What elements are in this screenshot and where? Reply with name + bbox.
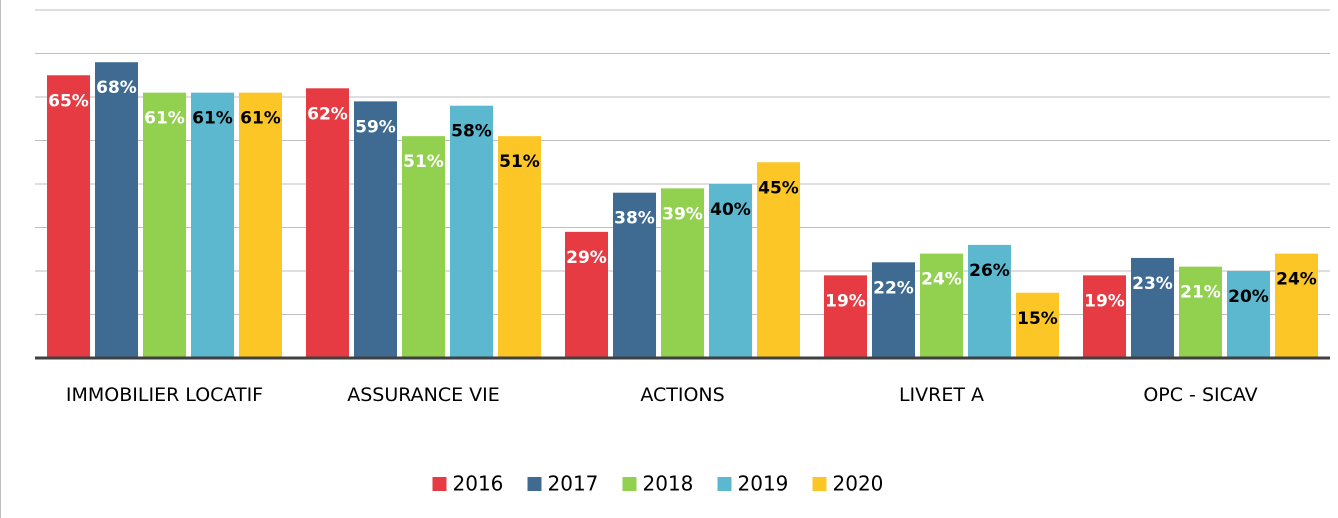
value-label: 51%	[403, 152, 444, 172]
bar	[450, 105, 493, 358]
bar	[565, 231, 608, 358]
value-label: 45%	[758, 178, 799, 198]
bar	[354, 101, 397, 358]
bar	[709, 184, 752, 358]
x-tick-label: IMMOBILIER LOCATIF	[65, 384, 264, 406]
x-tick-label: ASSURANCE VIE	[347, 384, 500, 406]
bar	[191, 92, 234, 359]
legend-swatch	[527, 477, 542, 491]
x-tick-label: ACTIONS	[640, 384, 725, 406]
bar	[968, 244, 1011, 358]
bar	[872, 262, 915, 358]
value-label: 20%	[1228, 287, 1269, 307]
value-label: 68%	[96, 78, 137, 98]
legend-label: 2017	[548, 472, 599, 496]
value-label: 61%	[240, 109, 281, 129]
bar	[47, 75, 90, 358]
value-label: 61%	[144, 109, 185, 129]
bar	[1016, 292, 1059, 358]
value-label: 62%	[307, 104, 348, 124]
value-label: 22%	[873, 278, 914, 298]
value-label: 59%	[355, 117, 396, 137]
value-label: 29%	[566, 248, 607, 268]
bar	[1227, 271, 1270, 358]
legend-swatch	[432, 477, 447, 491]
value-label: 19%	[825, 291, 866, 311]
bar	[498, 136, 541, 358]
value-label: 26%	[969, 261, 1010, 281]
bar	[613, 192, 656, 358]
legend-label: 2019	[738, 472, 789, 496]
bar	[661, 188, 704, 358]
value-label: 51%	[499, 152, 540, 172]
bar	[306, 88, 349, 359]
bar	[95, 62, 138, 358]
value-label: 21%	[1180, 283, 1221, 303]
value-label: 39%	[662, 204, 703, 224]
legend-swatch	[812, 477, 827, 491]
legend-label: 2020	[833, 472, 884, 496]
value-label: 24%	[921, 270, 962, 290]
legend-swatch	[717, 477, 732, 491]
bar	[757, 162, 800, 358]
legend-swatch	[622, 477, 637, 491]
legend-label: 2018	[643, 472, 694, 496]
bar	[239, 92, 282, 359]
bar	[1275, 253, 1318, 358]
value-label: 19%	[1084, 291, 1125, 311]
bar	[920, 253, 963, 358]
legend-label: 2016	[453, 472, 504, 496]
value-label: 15%	[1017, 309, 1058, 329]
x-tick-label: LIVRET A	[898, 384, 985, 406]
bar	[143, 92, 186, 359]
bar	[402, 136, 445, 358]
value-label: 24%	[1276, 270, 1317, 290]
value-label: 38%	[614, 209, 655, 229]
value-label: 58%	[451, 122, 492, 142]
bar	[824, 275, 867, 358]
value-label: 40%	[710, 200, 751, 220]
bar	[1083, 275, 1126, 358]
x-tick-label: OPC - SICAV	[1143, 384, 1258, 406]
bar	[1179, 266, 1222, 358]
bar	[1131, 257, 1174, 358]
value-label: 23%	[1132, 274, 1173, 294]
value-label: 61%	[192, 109, 233, 129]
value-label: 65%	[48, 91, 89, 111]
